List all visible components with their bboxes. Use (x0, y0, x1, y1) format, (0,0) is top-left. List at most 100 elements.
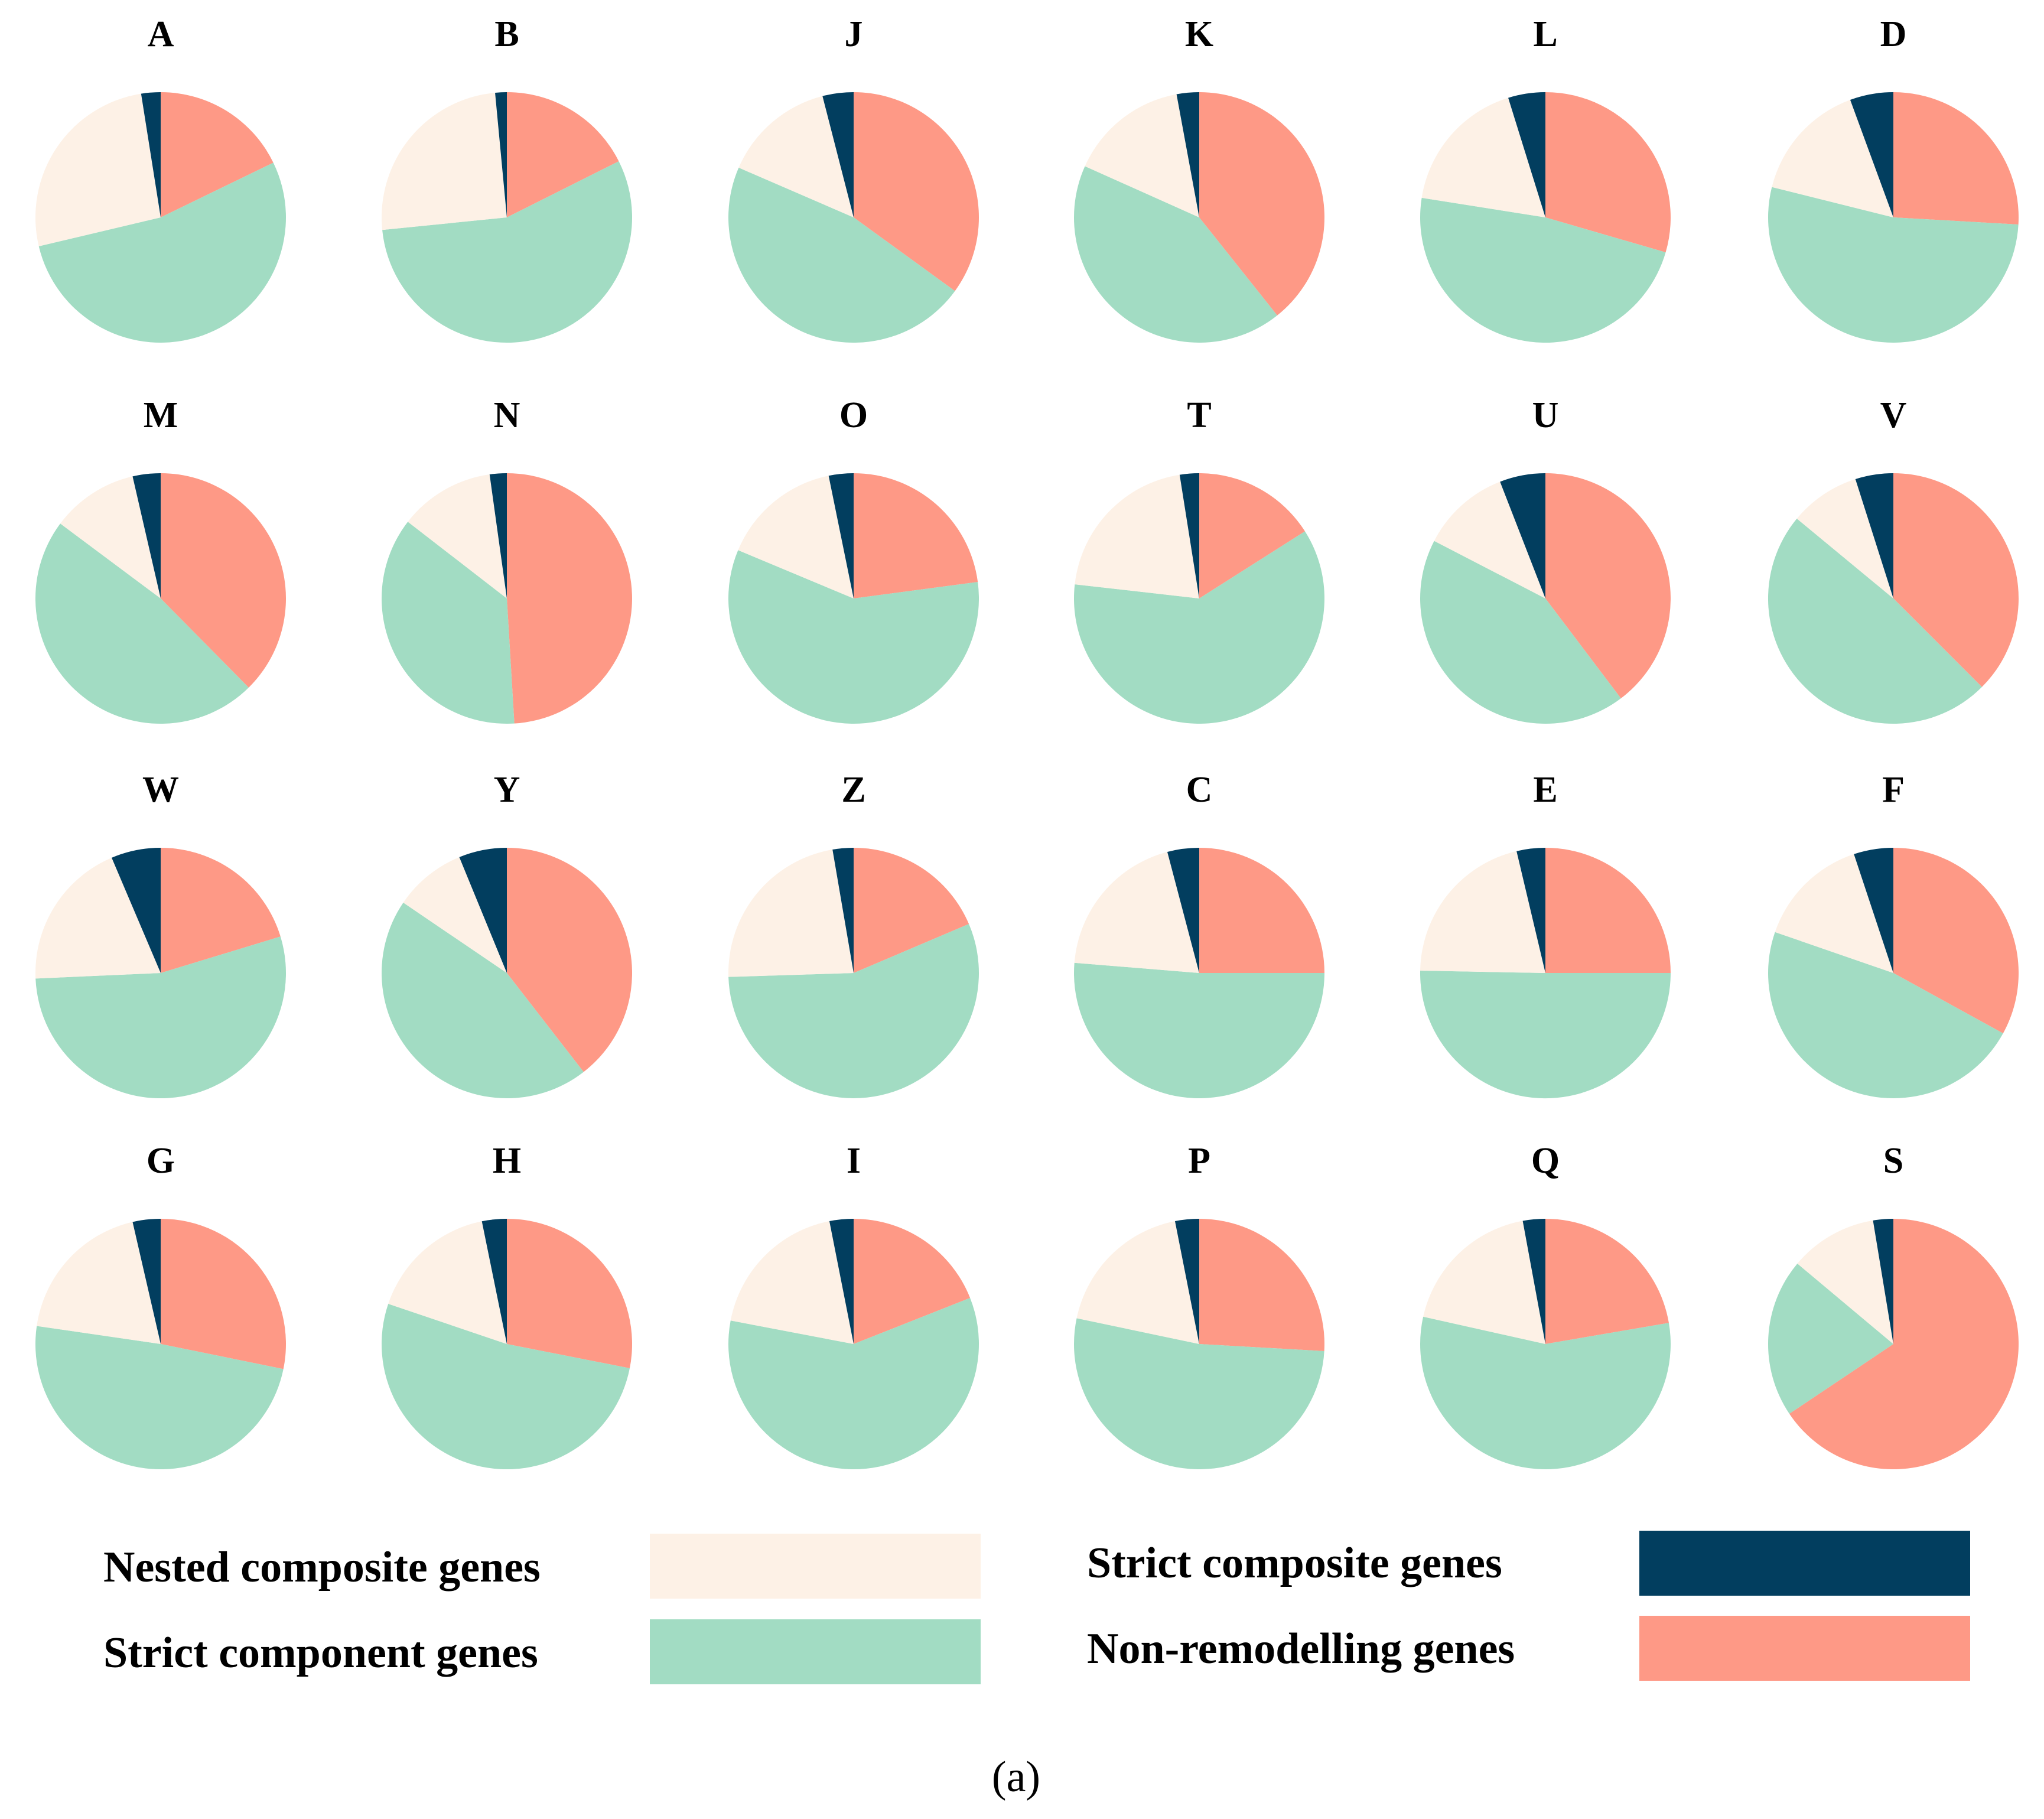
legend-swatch-strict-component (650, 1619, 981, 1684)
pie-title-i: I (847, 1141, 861, 1181)
pie-p-slice-non-remodelling-genes (1199, 1219, 1324, 1351)
pie-w-slice-non-remodelling-genes (161, 848, 281, 973)
pie-v-slice-strict-component-genes (1768, 518, 1982, 724)
pie-l-slice-strict-component-genes (1420, 197, 1666, 343)
pie-title-p: P (1188, 1141, 1210, 1181)
pie-n-slice-strict-composite-genes (489, 473, 507, 598)
pie-v-slice-strict-composite-genes (1855, 473, 1893, 598)
pie-m-slice-nested-composite-genes (60, 476, 161, 598)
pie-c-slice-strict-component-genes (1074, 962, 1324, 1099)
pie-l-slice-strict-composite-genes (1508, 92, 1545, 217)
pie-q-slice-strict-component-genes (1420, 1316, 1671, 1470)
pie-l-slice-non-remodelling-genes (1545, 92, 1671, 253)
pie-i-slice-strict-composite-genes (829, 1219, 854, 1344)
legend-label-strict-composite: Strict composite genes (1087, 1539, 1502, 1587)
pie-s: S (1768, 1141, 2019, 1469)
pie-c-slice-strict-composite-genes (1167, 848, 1199, 973)
pie-p-slice-strict-composite-genes (1174, 1219, 1199, 1344)
pie-q: Q (1420, 1141, 1671, 1470)
pie-n-slice-strict-component-genes (382, 522, 515, 724)
pie-n: N (382, 395, 632, 724)
pie-k: K (1074, 14, 1325, 343)
pie-g-slice-non-remodelling-genes (161, 1219, 287, 1369)
pie-h: H (381, 1141, 632, 1470)
pie-z-slice-non-remodelling-genes (854, 848, 969, 973)
legend-label-strict-component: Strict component genes (103, 1629, 538, 1677)
pie-c-slice-non-remodelling-genes (1199, 848, 1324, 973)
pie-d-slice-strict-composite-genes (1850, 92, 1893, 217)
pie-u-slice-strict-composite-genes (1500, 473, 1545, 598)
pie-a-slice-non-remodelling-genes (161, 92, 274, 217)
pie-title-k: K (1185, 14, 1213, 54)
pie-w-slice-strict-composite-genes (112, 848, 161, 973)
pie-j-slice-nested-composite-genes (738, 96, 854, 217)
pie-b-slice-strict-component-genes (382, 161, 632, 343)
pie-a-slice-nested-composite-genes (35, 93, 161, 246)
pie-i-slice-non-remodelling-genes (854, 1219, 971, 1344)
pie-f-slice-strict-component-genes (1768, 932, 2003, 1098)
pie-v: V (1768, 395, 2019, 724)
pie-v-slice-non-remodelling-genes (1893, 473, 2019, 687)
legend-label-nested-composite: Nested composite genes (103, 1543, 541, 1592)
pie-c: C (1074, 770, 1324, 1099)
pie-title-h: H (493, 1141, 521, 1181)
pie-u-slice-non-remodelling-genes (1545, 473, 1671, 699)
pie-title-e: E (1533, 770, 1557, 810)
pie-p: P (1073, 1141, 1324, 1470)
pie-title-y: Y (494, 770, 520, 810)
pie-u-slice-strict-component-genes (1420, 541, 1621, 724)
pie-e-slice-nested-composite-genes (1420, 851, 1545, 973)
pie-q-slice-nested-composite-genes (1423, 1221, 1545, 1344)
pie-c-slice-nested-composite-genes (1074, 852, 1199, 973)
pie-h-slice-strict-component-genes (381, 1303, 630, 1470)
pie-h-slice-nested-composite-genes (388, 1221, 507, 1344)
pie-d: D (1768, 14, 2019, 343)
legend-swatch-strict-composite (1639, 1531, 1970, 1596)
pie-f-slice-strict-composite-genes (1854, 848, 1893, 973)
pie-title-n: N (494, 395, 520, 435)
pie-l-slice-nested-composite-genes (1421, 97, 1545, 217)
pie-u-slice-nested-composite-genes (1434, 481, 1545, 598)
pie-title-z: Z (841, 770, 865, 810)
figure-caption: (a) (992, 1753, 1040, 1801)
pie-s-slice-strict-component-genes (1768, 1263, 1893, 1414)
pie-p-slice-nested-composite-genes (1076, 1221, 1199, 1344)
pie-title-g: G (147, 1141, 175, 1181)
pie-j: J (728, 14, 979, 343)
pie-w: W (35, 770, 287, 1099)
pie-y-slice-non-remodelling-genes (507, 848, 633, 1072)
pie-s-slice-strict-composite-genes (1873, 1219, 1893, 1344)
pie-b-slice-non-remodelling-genes (507, 92, 619, 217)
pie-k-slice-strict-composite-genes (1176, 92, 1199, 217)
pie-e-slice-non-remodelling-genes (1545, 848, 1671, 973)
pie-title-u: U (1532, 395, 1559, 435)
pie-o-slice-strict-composite-genes (828, 473, 854, 598)
pie-e: E (1420, 770, 1671, 1099)
pie-title-m: M (144, 395, 178, 435)
pie-f-slice-non-remodelling-genes (1893, 848, 2019, 1034)
pie-t: T (1073, 395, 1324, 724)
pie-title-o: O (839, 395, 868, 435)
pie-j-slice-non-remodelling-genes (854, 92, 979, 291)
pie-h-slice-strict-composite-genes (481, 1219, 507, 1344)
legend: Nested composite genes Strict component … (103, 1531, 1970, 1684)
pie-z: Z (728, 770, 979, 1098)
pie-a-slice-strict-composite-genes (141, 92, 161, 217)
pie-g: G (35, 1141, 287, 1470)
pie-y: Y (382, 770, 633, 1098)
pie-t-slice-strict-composite-genes (1179, 473, 1199, 598)
pie-z-slice-strict-component-genes (728, 924, 979, 1098)
pie-z-slice-strict-composite-genes (832, 848, 854, 973)
pie-y-slice-strict-component-genes (382, 902, 584, 1098)
pie-i-slice-nested-composite-genes (730, 1221, 854, 1344)
pie-q-slice-strict-composite-genes (1522, 1219, 1545, 1344)
pie-o: O (728, 395, 979, 724)
pie-title-t: T (1187, 395, 1211, 435)
pie-k-slice-nested-composite-genes (1085, 94, 1199, 217)
pie-a-slice-strict-component-genes (38, 162, 286, 343)
pie-d-slice-nested-composite-genes (1772, 99, 1893, 217)
pie-grid: A B J K L D M N O T U V W Y Z C E F G H I P Q S (35, 14, 2019, 1470)
pie-g-slice-strict-component-genes (35, 1326, 284, 1470)
pie-e-slice-strict-component-genes (1420, 971, 1671, 1099)
